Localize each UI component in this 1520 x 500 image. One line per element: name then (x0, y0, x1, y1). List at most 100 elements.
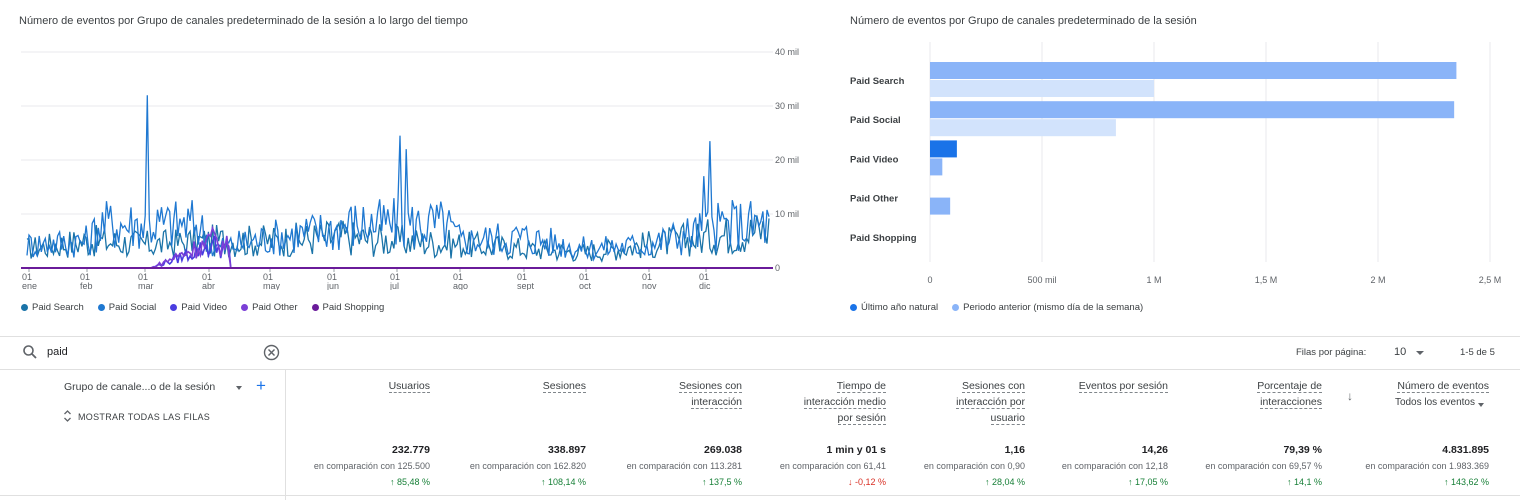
metric-total: 1,16 (1004, 444, 1025, 456)
legend-item[interactable]: Último año natural (850, 302, 938, 313)
metric-total: 232.779 (392, 444, 430, 456)
search-input[interactable]: paid (47, 346, 68, 358)
metric-header[interactable]: Eventos por sesión (1018, 378, 1168, 394)
section-divider (0, 336, 1520, 337)
metric-header[interactable]: Número de eventos (1339, 378, 1489, 394)
legend-item[interactable]: Paid Video (170, 302, 227, 313)
category-label: Paid Video (850, 154, 899, 165)
metric-comparison: en comparación con 69,57 % (1205, 461, 1322, 471)
dimension-dropdown-icon[interactable] (236, 386, 242, 390)
x-tick-day: 01 (202, 272, 212, 282)
x-tick-label: 0 (927, 275, 932, 285)
dimension-header[interactable]: Grupo de canale...o de la sesión (64, 381, 216, 393)
metric-total: 79,39 % (1283, 444, 1322, 456)
x-tick-month: oct (579, 281, 592, 290)
x-tick-month: jul (389, 281, 399, 290)
legend-item[interactable]: Paid Shopping (311, 302, 385, 313)
legend-dot-icon (97, 304, 105, 311)
metric-total: 4.831.895 (1442, 444, 1489, 456)
table-top-border (0, 369, 1520, 370)
metric-header[interactable]: Tiempo de interacción medio por sesión (736, 378, 886, 426)
x-tick-label: 500 mil (1027, 275, 1056, 285)
legend-label: Paid Social (108, 302, 157, 313)
metric-header-line: usuario (990, 412, 1025, 425)
metric-header-line: Usuarios (388, 380, 430, 393)
event-filter-label: Todos los eventos (1394, 397, 1475, 408)
legend-item[interactable]: Paid Social (97, 302, 157, 313)
x-tick-month: ene (22, 281, 37, 290)
metric-total: 1 min y 01 s (826, 444, 886, 456)
category-label: Paid Search (850, 76, 905, 87)
search-icon (22, 344, 40, 362)
bar-current (930, 101, 1455, 119)
bar-chart-legend: Último año natural Periodo anterior (mism… (850, 302, 1143, 313)
metric-change: ↑ 28,04 % (984, 477, 1025, 487)
sort-descending-icon[interactable]: ↓ (1347, 389, 1353, 403)
metric-comparison: en comparación con 0,90 (923, 461, 1025, 471)
clear-circle-icon[interactable] (263, 344, 281, 362)
rows-per-page-select[interactable]: 10 (1394, 346, 1407, 358)
x-tick-day: 01 (80, 272, 90, 282)
y-tick-label: 10 mil (775, 209, 799, 219)
legend-label: Paid Other (252, 302, 298, 313)
y-tick-label: 40 mil (775, 47, 799, 57)
x-tick-day: 01 (138, 272, 148, 282)
legend-dot-icon (241, 304, 249, 311)
legend-item[interactable]: Paid Other (241, 302, 298, 313)
rows-per-page-label: Filas por página: (1296, 347, 1367, 358)
metric-change: ↑ 17,05 % (1127, 477, 1168, 487)
expand-rows-icon (63, 409, 72, 428)
table-row-border (0, 495, 1520, 496)
x-tick-day: 01 (263, 272, 273, 282)
metric-total: 269.038 (704, 444, 742, 456)
chevron-down-icon[interactable] (1416, 351, 1424, 355)
x-tick-label: 1,5 M (1255, 275, 1278, 285)
x-tick-month: feb (80, 281, 93, 290)
bar-previous (930, 80, 1154, 97)
metric-change: ↑ 14,1 % (1286, 477, 1322, 487)
metric-header[interactable]: Usuarios (280, 378, 430, 394)
x-tick-label: 2 M (1370, 275, 1385, 285)
x-tick-month: may (263, 281, 281, 290)
event-filter-select[interactable]: Todos los eventos (1339, 397, 1489, 408)
legend-label: Paid Shopping (322, 302, 385, 313)
x-tick-month: ago (453, 281, 468, 290)
bar-previous (930, 158, 943, 176)
y-tick-label: 30 mil (775, 101, 799, 111)
legend-item[interactable]: Periodo anterior (mismo día de la semana… (952, 302, 1143, 313)
line-chart-title: Número de eventos por Grupo de canales p… (19, 15, 468, 27)
metric-change: ↓ -0,12 % (847, 477, 886, 487)
category-label: Paid Shopping (850, 233, 917, 244)
metric-header[interactable]: Porcentaje de interacciones (1172, 378, 1322, 410)
metric-header-line: interacción medio (803, 396, 886, 409)
legend-label: Último año natural (861, 302, 939, 313)
legend-item[interactable]: Paid Search (21, 302, 84, 313)
dimension-column-border (285, 369, 286, 500)
metric-header[interactable]: Sesiones con interacción (592, 378, 742, 410)
add-dimension-icon[interactable]: + (256, 376, 266, 395)
metric-header[interactable]: Sesiones con interacción por usuario (875, 378, 1025, 426)
metric-header[interactable]: Sesiones (436, 378, 586, 394)
y-tick-label: 20 mil (775, 155, 799, 165)
metric-header-line: Tiempo de (836, 380, 886, 393)
series-line-paid-social (26, 95, 770, 262)
metric-header-line: interacciones (1260, 396, 1322, 409)
x-tick-label: 1 M (1146, 275, 1161, 285)
category-label: Paid Social (850, 115, 901, 126)
chevron-down-icon[interactable] (1478, 403, 1484, 407)
bar-chart[interactable]: 0 500 mil 1 M 1,5 M 2 M 2,5 M Paid Search Paid … (845, 40, 1515, 290)
x-tick-day: 01 (453, 272, 463, 282)
legend-dot-icon (952, 304, 960, 311)
metric-header-line: interacción (691, 396, 742, 409)
series-line-paid-search (26, 215, 770, 263)
x-tick-month: jun (326, 281, 339, 290)
metric-comparison: en comparación con 61,41 (779, 461, 886, 471)
bar-previous (930, 119, 1116, 137)
show-all-rows-button[interactable]: MOSTRAR TODAS LAS FILAS (78, 412, 211, 422)
bar-chart-title: Número de eventos por Grupo de canales p… (850, 15, 1197, 27)
bar-current (930, 140, 957, 158)
bar-previous (930, 197, 951, 215)
legend-label: Periodo anterior (mismo día de la semana… (963, 302, 1144, 313)
legend-dot-icon (311, 304, 319, 311)
